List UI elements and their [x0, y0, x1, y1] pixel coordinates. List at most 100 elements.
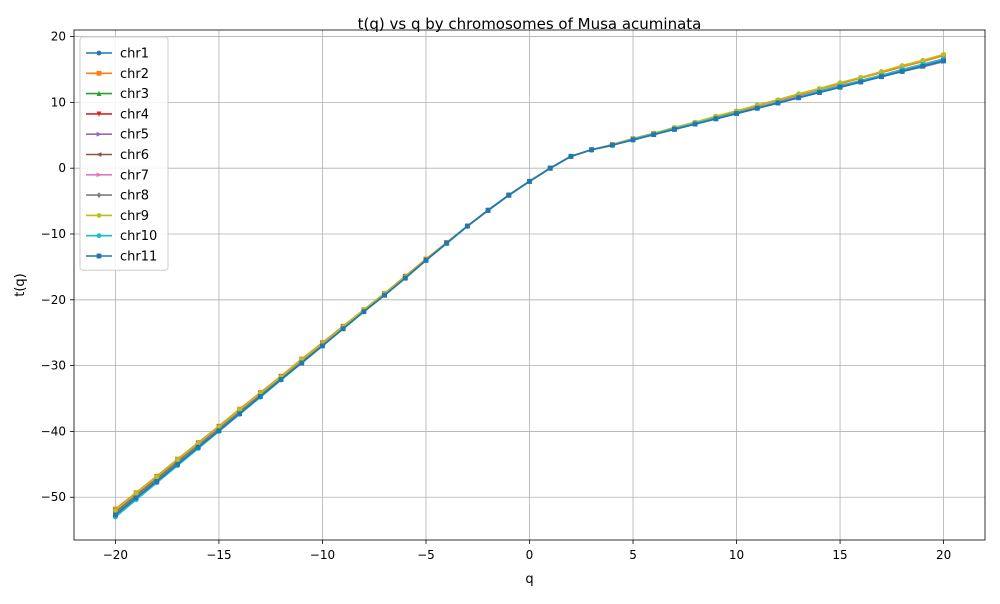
data-point-chr9: [237, 407, 243, 413]
legend-item-chr3: chr3: [86, 87, 149, 102]
data-point-chr9: [899, 63, 905, 68]
legend-box: [79, 36, 169, 271]
data-point-chr9: [858, 74, 864, 80]
data-point-chr11: [754, 105, 760, 111]
data-point-chr11: [941, 58, 946, 64]
data-point-chr11: [175, 461, 180, 467]
x-tick-label: −10: [310, 548, 335, 562]
legend-item-chr11: chr11: [86, 250, 157, 265]
data-point-chr11: [651, 132, 657, 138]
legend-label: chr7: [120, 168, 149, 183]
legend-label: chr2: [120, 67, 149, 82]
data-point-chr11: [299, 360, 305, 366]
legend: chr1 chr2 chr3 chr4 chr5 chr6 chr7 chr8 chr9 chr1…: [79, 36, 169, 271]
legend-label: chr8: [120, 189, 149, 204]
data-point-chr11: [775, 100, 781, 106]
legend-label: chr4: [120, 107, 149, 122]
legend-item-chr10: chr10: [86, 229, 157, 244]
data-point-chr9: [837, 80, 843, 86]
data-point-chr11: [899, 69, 905, 74]
x-tick-label: 0: [526, 548, 534, 562]
data-point-chr9: [879, 69, 884, 74]
data-point-chr11: [609, 142, 615, 148]
legend-marker-chr11: [96, 253, 102, 259]
data-point-chr9: [216, 424, 222, 430]
data-point-chr11: [154, 479, 160, 484]
series-chr11: [113, 58, 946, 518]
y-tick-label: 20: [51, 30, 66, 44]
data-point-chr11: [195, 444, 201, 450]
legend-marker-chr1: [96, 50, 102, 56]
legend-label: chr1: [120, 47, 149, 62]
legend-marker-chr3: [96, 90, 102, 96]
data-point-chr11: [568, 153, 574, 159]
data-point-chr9: [195, 440, 201, 446]
y-tick-label: −30: [41, 359, 66, 373]
x-tick-label: −5: [417, 548, 435, 562]
legend-item-chr6: chr6: [86, 148, 149, 163]
x-tick-label: 5: [629, 548, 637, 562]
y-tick-label: 10: [51, 95, 66, 109]
legend-marker-chr10: [96, 233, 102, 239]
data-point-chr11: [361, 309, 367, 315]
legend-marker-chr4: [96, 111, 102, 117]
legend-item-chr2: chr2: [86, 67, 149, 82]
legend-label: chr5: [120, 128, 149, 143]
data-point-chr11: [133, 495, 139, 501]
legend-item-chr5: chr5: [86, 128, 149, 143]
legend-marker-chr6: [96, 152, 102, 157]
data-point-chr11: [796, 95, 802, 101]
y-tick-label: −20: [41, 293, 66, 307]
data-point-chr11: [630, 137, 636, 143]
x-tick-label: −20: [103, 548, 128, 562]
x-tick-label: 10: [729, 548, 744, 562]
legend-marker-chr2: [96, 70, 102, 76]
chart-title: t(q) vs q by chromosomes of Musa acumina…: [358, 15, 702, 33]
data-point-chr11: [858, 79, 864, 85]
data-point-chr11: [589, 147, 595, 153]
legend-marker-chr5: [96, 131, 102, 137]
data-point-chr11: [320, 343, 325, 349]
data-point-chr11: [278, 377, 284, 382]
x-tick-label: 15: [832, 548, 847, 562]
data-point-chr11: [920, 63, 926, 69]
legend-item-chr8: chr8: [86, 189, 149, 204]
data-point-chr11: [816, 90, 822, 95]
data-point-chr11: [444, 240, 450, 246]
legend-label: chr3: [120, 87, 149, 102]
x-tick-label: −15: [206, 548, 231, 562]
legend-label: chr10: [120, 229, 157, 244]
legend-label: chr6: [120, 148, 149, 163]
data-point-chr11: [402, 275, 408, 281]
y-tick-label: −10: [41, 227, 66, 241]
data-point-chr11: [692, 121, 698, 127]
data-point-chr11: [485, 207, 491, 213]
data-point-chr11: [382, 292, 387, 298]
data-point-chr11: [464, 223, 470, 229]
legend-marker-chr7: [96, 172, 102, 178]
data-point-chr9: [941, 51, 946, 57]
x-tick-label: 20: [936, 548, 951, 562]
data-point-chr9: [796, 91, 802, 97]
legend-label: chr9: [120, 209, 149, 224]
y-tick-label: −40: [41, 424, 66, 438]
y-tick-label: −50: [41, 490, 66, 504]
data-point-chr11: [713, 116, 719, 122]
legend-marker-chr8: [96, 192, 102, 199]
data-point-chr11: [506, 192, 512, 198]
data-point-chr11: [547, 165, 553, 171]
data-point-chr11: [837, 84, 843, 90]
y-axis-label: t(q): [13, 273, 28, 297]
legend-marker-chr9: [96, 213, 102, 218]
data-point-chr11: [113, 512, 118, 518]
data-point-chr9: [920, 57, 926, 63]
data-point-chr9: [133, 490, 139, 496]
data-point-chr11: [672, 126, 677, 132]
data-point-chr11: [734, 111, 739, 116]
legend-label: chr11: [120, 250, 157, 265]
y-tick-label: 0: [58, 161, 66, 175]
legend-item-chr7: chr7: [86, 168, 149, 183]
data-point-chr11: [879, 74, 884, 80]
legend-item-chr9: chr9: [86, 209, 149, 224]
